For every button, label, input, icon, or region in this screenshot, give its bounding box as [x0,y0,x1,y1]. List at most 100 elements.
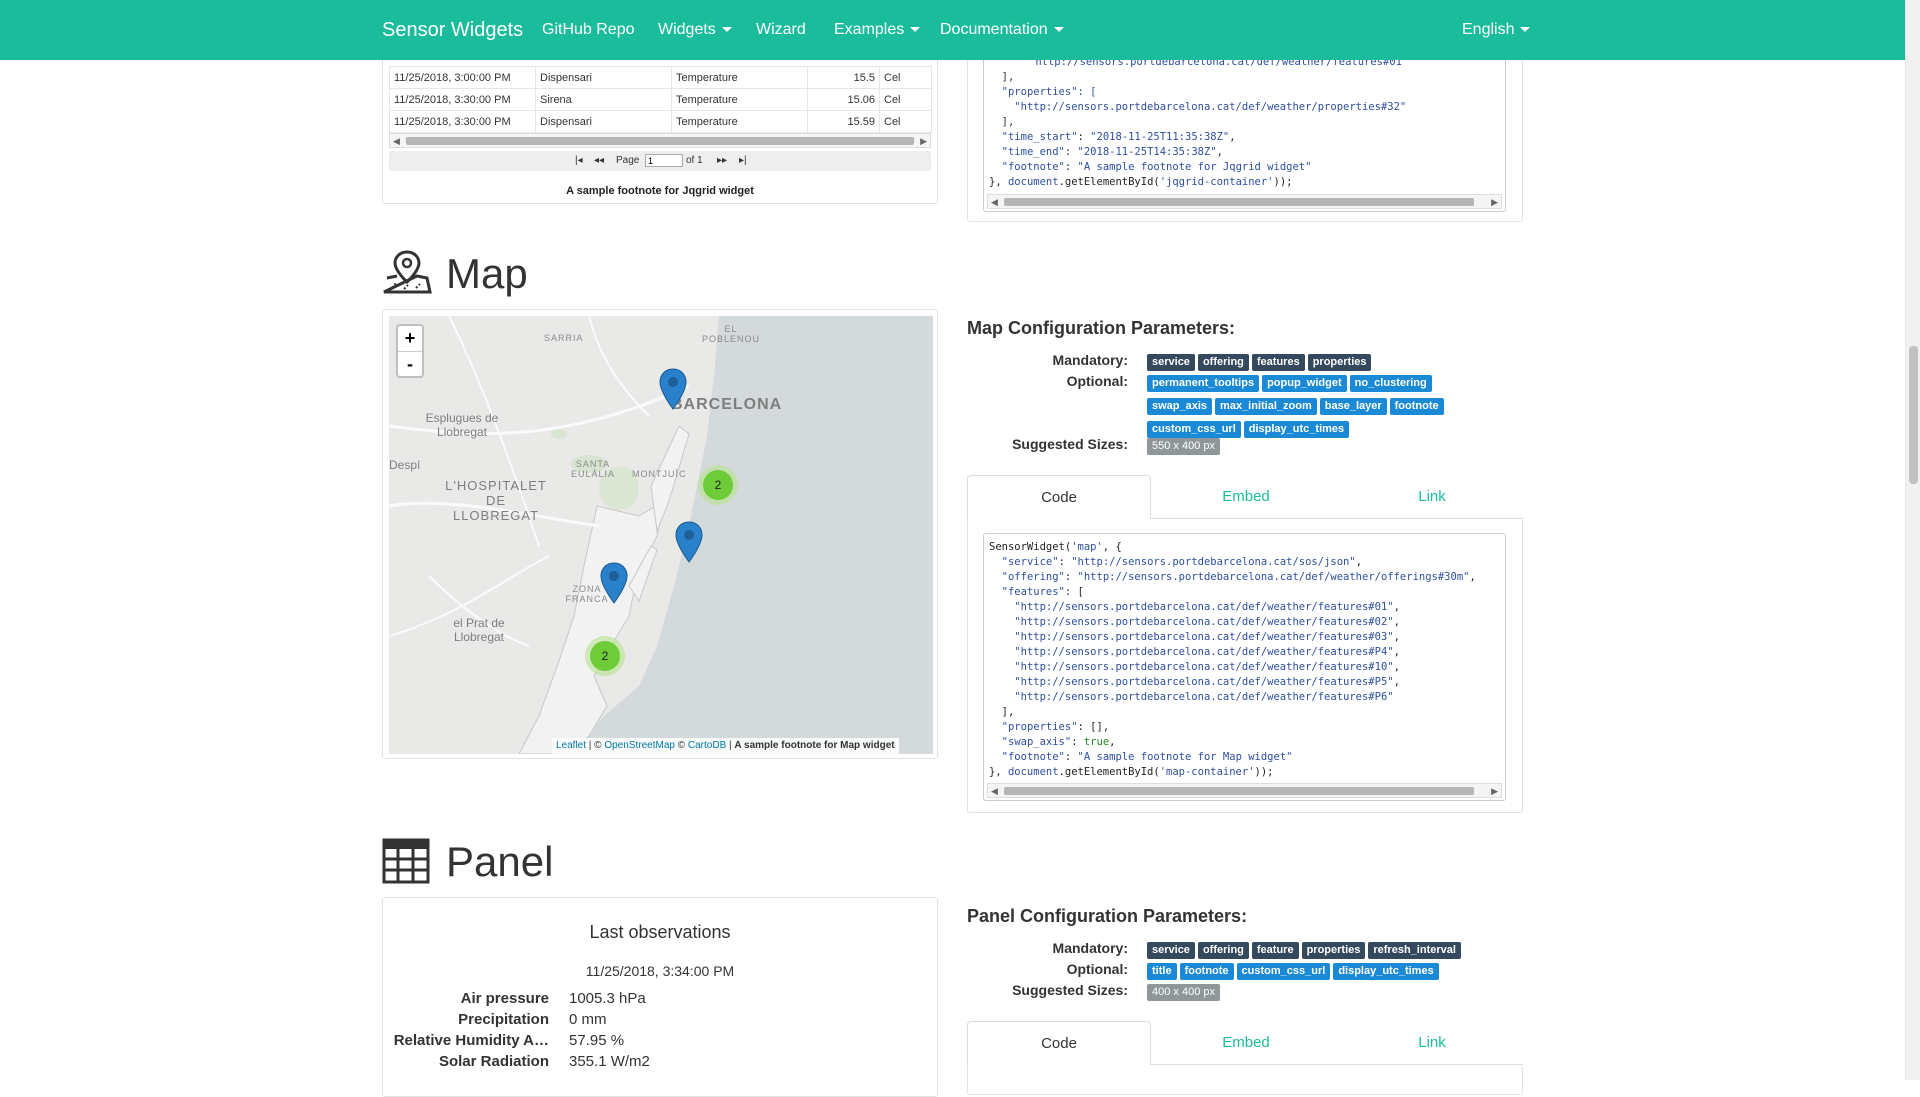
scrollbar-thumb[interactable] [1004,787,1474,795]
optional-label: Optional: [1066,373,1128,389]
nav-documentation-label: Documentation [940,21,1048,38]
scroll-left-icon[interactable]: ◀ [991,786,998,796]
observation-row: Solar Radiation 355.1 W/m2 [389,1053,931,1074]
table-cell-time: 11/25/2018, 3:00:00 PM [389,66,536,89]
code-value: "http://sensors.portdebarcelona.cat/def/… [1014,646,1394,658]
table-cell-time: 11/25/2018, 3:30:00 PM [389,88,536,111]
next-page-icon[interactable]: ▸▸ [717,155,728,166]
brand-link[interactable]: Sensor Widgets [382,19,524,41]
scroll-right-icon[interactable]: ▶ [1491,197,1498,207]
badge-service: service [1147,354,1195,371]
panel-widget-date: 11/25/2018, 3:34:00 PM [585,963,735,979]
code-token: .getElementById( [1058,176,1160,188]
leaflet-link[interactable]: Leaflet [556,740,587,751]
observation-value: 355.1 W/m2 [569,1053,650,1070]
map-label-barcelona: BARCELONA [671,396,783,413]
observation-row: Air pressure 1005.3 hPa [389,990,931,1011]
page-number-input[interactable] [645,154,683,167]
badge-feature: feature [1251,942,1299,959]
chevron-down-icon [910,27,921,33]
map-cluster[interactable]: 2 [585,636,625,676]
last-page-icon[interactable]: ▸| [739,155,747,166]
jqgrid-horizontal-scrollbar[interactable]: ◀ ▶ [389,133,931,148]
tab-embed[interactable]: Embed [1222,488,1270,505]
mandatory-badges: service offering feature properties refresh_… [1147,940,1507,963]
attribution-sep: | [726,740,735,751]
map-code-block[interactable]: SensorWidget('map', { "service": "http:/… [983,533,1506,801]
cluster-count: 2 [590,641,620,671]
table-cell-uom: Cel [879,110,932,133]
code-value: "http://sensors.portdebarcelona.cat/sos/… [1071,556,1356,568]
code-token: )); [1254,766,1274,778]
badge-custom-css-url: custom_css_url [1236,963,1331,980]
map-label-esplugues: Esplugues de Llobregat [425,411,499,439]
nav-examples-dropdown[interactable]: Examples [834,0,921,60]
map-label-santa-eulalia: SANTA EULÀLIA [570,459,616,479]
code-line: ], [1001,116,1015,128]
code-token: }, [989,176,1002,188]
code-value: "http://sensors.portdebarcelona.cat/def/… [1014,676,1394,688]
nav-github-repo[interactable]: GitHub Repo [542,21,635,38]
code-line: ], [1001,71,1015,83]
map-config-title: Map Configuration Parameters: [967,318,1236,338]
scroll-right-icon[interactable]: ▶ [1491,786,1498,796]
tab-code[interactable]: Code [967,1021,1151,1066]
code-key: "time_end" [1001,146,1065,158]
code-value: "http://sensors.portdebarcelona.cat/def/… [1077,571,1470,583]
scroll-left-icon[interactable]: ◀ [991,197,998,207]
nav-wizard[interactable]: Wizard [756,21,806,38]
osm-link[interactable]: OpenStreetMap [604,740,675,751]
map-marker-icon[interactable] [675,521,703,563]
jqgrid-code-block[interactable]: "http://sensors.portdebarcelona.cat/def/… [983,40,1506,212]
code-value: [], [1090,721,1110,733]
optional-label: Optional: [1066,961,1128,977]
code-horizontal-scrollbar[interactable]: ◀ ▶ [987,783,1502,798]
first-page-icon[interactable]: |◂ [575,155,583,166]
code-key: "offering" [1001,571,1065,583]
chevron-down-icon [721,27,732,33]
zoom-out-button[interactable]: - [398,351,422,376]
badge-no-clustering: no_clustering [1349,375,1432,392]
map-marker-icon[interactable] [659,368,687,410]
scrollbar-thumb[interactable] [1004,198,1474,206]
map-config-title-text: Map Configuration Parameters [967,318,1230,338]
code-token: SensorWidget( [989,541,1072,553]
nav-widgets-dropdown[interactable]: Widgets [658,0,732,60]
code-token: , { [1102,541,1122,553]
code-token: 'map-container' [1159,766,1255,778]
code-value: "http://sensors.portdebarcelona.cat/def/… [1014,661,1394,673]
cartodb-link[interactable]: CartoDB [687,740,727,751]
scroll-left-icon[interactable]: ◀ [393,136,400,146]
code-key: "features" [1001,586,1065,598]
page-vertical-scrollbar[interactable] [1905,0,1920,1080]
tab-code[interactable]: Code [967,475,1151,520]
language-dropdown[interactable]: English [1462,0,1531,60]
tab-link[interactable]: Link [1418,1034,1446,1051]
table-cell-uom: Cel [879,66,932,89]
map-marker-icon[interactable] [600,562,628,604]
suggested-sizes-label: Suggested Sizes: [1012,436,1128,452]
code-horizontal-scrollbar[interactable]: ◀ ▶ [987,194,1502,209]
table-cell-value: 15.06 [807,88,880,111]
page-label: Page [616,155,640,166]
zoom-in-button[interactable]: + [404,328,416,348]
code-token: 'map' [1071,541,1103,553]
code-value: "2018-11-25T14:35:38Z" [1077,146,1217,158]
tab-link[interactable]: Link [1418,488,1446,505]
badge-swap-axis: swap_axis [1147,398,1213,415]
code-value: "http://sensors.portdebarcelona.cat/def/… [1014,631,1394,643]
scrollbar-thumb[interactable] [406,137,914,145]
code-token: document [1007,766,1059,778]
size-badges: 550 x 400 px [1147,436,1507,459]
prev-page-icon[interactable]: ◂◂ [594,155,605,166]
map-cluster[interactable]: 2 [698,465,738,505]
scrollbar-thumb[interactable] [1909,346,1918,484]
code-key: "swap_axis" [1001,736,1072,748]
attribution-sep: © [674,740,688,751]
nav-documentation-dropdown[interactable]: Documentation [940,0,1064,60]
code-line: "properties": [ [1001,86,1097,98]
scroll-right-icon[interactable]: ▶ [920,136,927,146]
tab-embed[interactable]: Embed [1222,1034,1270,1051]
chevron-down-icon [1520,27,1531,33]
map-canvas[interactable]: SARRIA EL POBLENOU BARCELONA Esplugues d… [389,316,933,754]
